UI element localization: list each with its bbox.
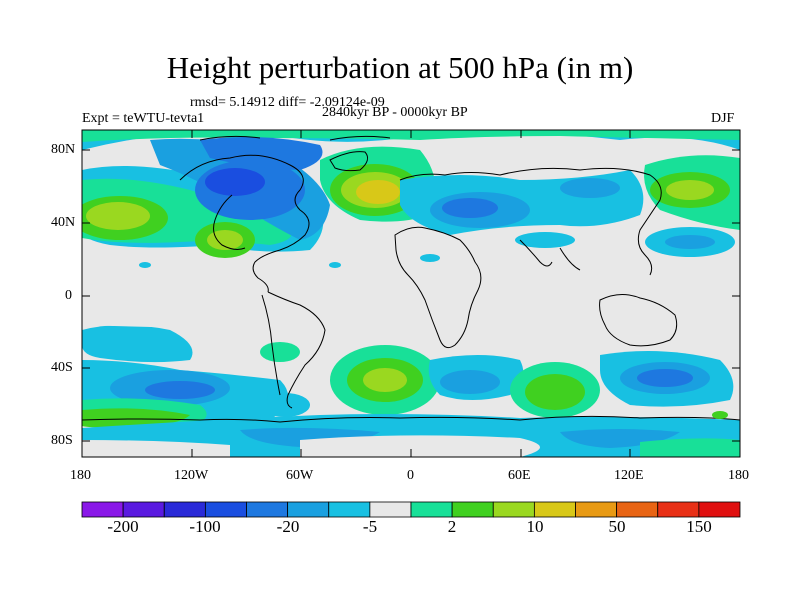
colorbar-label: -20 bbox=[276, 517, 300, 536]
colorbar-swatch bbox=[328, 501, 371, 518]
colorbar-swatch bbox=[698, 501, 741, 518]
lat-label-0: 0 bbox=[65, 288, 72, 303]
map-title: Height perturbation at 500 hPa (in m) bbox=[166, 50, 634, 85]
lon-label-120e: 120E bbox=[614, 468, 644, 483]
lon-label-180e: 180 bbox=[728, 468, 749, 483]
lat-label-40s: 40S bbox=[51, 360, 73, 375]
colorbar-label: 50 bbox=[608, 517, 626, 536]
colorbar-label: 150 bbox=[686, 517, 712, 536]
lon-label-0: 0 bbox=[407, 468, 414, 483]
colorbar-swatch bbox=[492, 501, 535, 518]
colorbar-swatch bbox=[657, 501, 700, 518]
stats-text: rmsd= 5.14912 diff= -2.09124e-09 bbox=[190, 95, 385, 110]
lon-label-60w: 60W bbox=[286, 468, 314, 483]
colorbar-swatch bbox=[122, 501, 165, 518]
colorbar-swatch bbox=[369, 501, 412, 518]
colorbar-swatch bbox=[533, 501, 576, 518]
lat-ticks bbox=[82, 149, 740, 442]
experiment-label: Expt = teWTU-tevta1 bbox=[82, 111, 205, 126]
contour-field bbox=[82, 130, 740, 457]
colorbar-label: 10 bbox=[526, 517, 544, 536]
colorbar bbox=[81, 501, 741, 518]
colorbar-swatch bbox=[287, 501, 330, 518]
season-label: DJF bbox=[711, 111, 735, 126]
colorbar-swatch bbox=[616, 501, 659, 518]
lat-label-80s: 80S bbox=[51, 433, 73, 448]
lat-label-80n: 80N bbox=[51, 142, 76, 157]
period-label: 2840kyr BP - 0000kyr BP bbox=[322, 105, 468, 120]
colorbar-swatch bbox=[575, 501, 618, 518]
colorbar-swatch bbox=[246, 501, 289, 518]
lon-label-180w: 180 bbox=[70, 468, 91, 483]
lon-label-60e: 60E bbox=[508, 468, 531, 483]
lon-ticks bbox=[81, 130, 741, 457]
colorbar-label: -100 bbox=[189, 517, 221, 536]
lat-label-40n: 40N bbox=[51, 215, 76, 230]
lon-label-120w: 120W bbox=[174, 468, 209, 483]
colorbar-label: 2 bbox=[447, 517, 457, 536]
colorbar-swatch bbox=[451, 501, 494, 518]
colorbar-swatch bbox=[204, 501, 247, 518]
coastlines bbox=[82, 135, 740, 423]
colorbar-label: -5 bbox=[362, 517, 378, 536]
colorbar-swatch bbox=[410, 501, 453, 518]
colorbar-swatch bbox=[81, 501, 124, 518]
colorbar-swatch bbox=[163, 501, 206, 518]
colorbar-label: -200 bbox=[107, 517, 139, 536]
